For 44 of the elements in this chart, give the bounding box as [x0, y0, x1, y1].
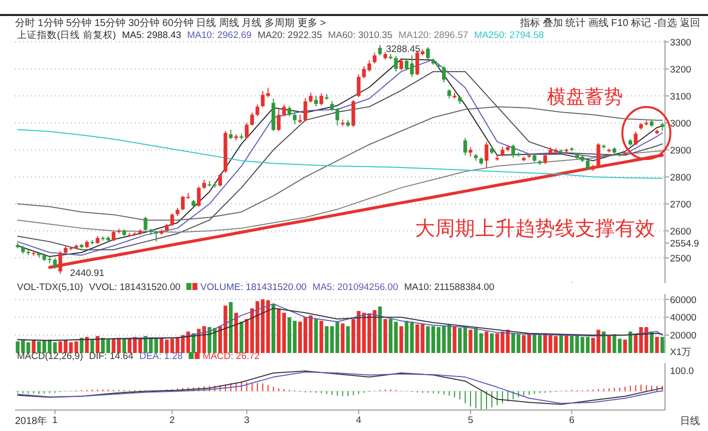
annotation: 2440.91 [70, 268, 104, 279]
legend-label: VOLUME: 181431520.00 [200, 282, 307, 293]
text: 2018年 [15, 415, 48, 427]
annotation: 横盘蓄势 [547, 87, 623, 108]
annotation: 大周期上升趋势线支撑有效 [415, 218, 655, 240]
y-tick-label: 2800 [670, 172, 692, 184]
text: 100.0 [670, 366, 694, 377]
y-tick-label: 2500 [670, 253, 692, 264]
text: MA10: 2962.69 [187, 30, 252, 41]
x-tick-label: 3 [244, 415, 250, 426]
chart-subtitle: VVOL: 181431520.00 [89, 282, 180, 293]
x-tick-label: 1 [52, 415, 58, 426]
x-tick-label: 6 [569, 415, 574, 426]
y-tick-label: 2554.9 [670, 238, 700, 250]
text: MA5: 201094256.00 [312, 282, 398, 293]
text: DEA: 1.28 [139, 351, 183, 362]
x-tick-label: 5 [468, 415, 474, 426]
y-tick-label: 20000 [670, 330, 696, 342]
y-tick-label: 3300 [670, 37, 692, 48]
y-axis-title: X1万 [670, 347, 692, 358]
text: MA120: 2896.57 [398, 30, 468, 41]
y-tick-label: 3100 [670, 91, 692, 102]
text: MA60: 3010.35 [328, 30, 392, 41]
y-tick-label: 3200 [670, 64, 692, 76]
y-tick-label: 2600 [670, 226, 692, 238]
y-tick-label: 2700 [670, 199, 692, 210]
text: MA250: 2794.58 [474, 30, 544, 41]
chart-title: VOL-TDX(5,10) [17, 282, 83, 293]
x-tick-label: 2 [170, 415, 175, 426]
annotation: 3288.45 [386, 44, 420, 55]
text: DIF: 14.64 [89, 351, 134, 362]
text: 日线 [680, 415, 700, 427]
text: 分时 1分钟 5分钟 15分钟 30分钟 60分钟 日线 周线 月线 多周期 更多 > [15, 17, 326, 29]
text: MA5: 2988.43 [122, 30, 182, 41]
text: MA20: 2922.35 [258, 30, 322, 41]
chart-title: 上证指数(日线 前复权) [17, 29, 116, 41]
y-tick-label: 2900 [670, 145, 692, 156]
text: 指标 叠加 统计 画线 F10 标记 -自选 返回 [518, 17, 700, 29]
y-tick-label: 3000 [670, 118, 692, 130]
y-tick-label: 40000 [670, 312, 696, 324]
x-tick-label: 4 [356, 415, 362, 426]
chart-title: MACD(12,26,9) [17, 351, 83, 362]
text: MA10: 211588384.00 [404, 282, 494, 293]
y-tick-label: 60000 [670, 294, 696, 306]
